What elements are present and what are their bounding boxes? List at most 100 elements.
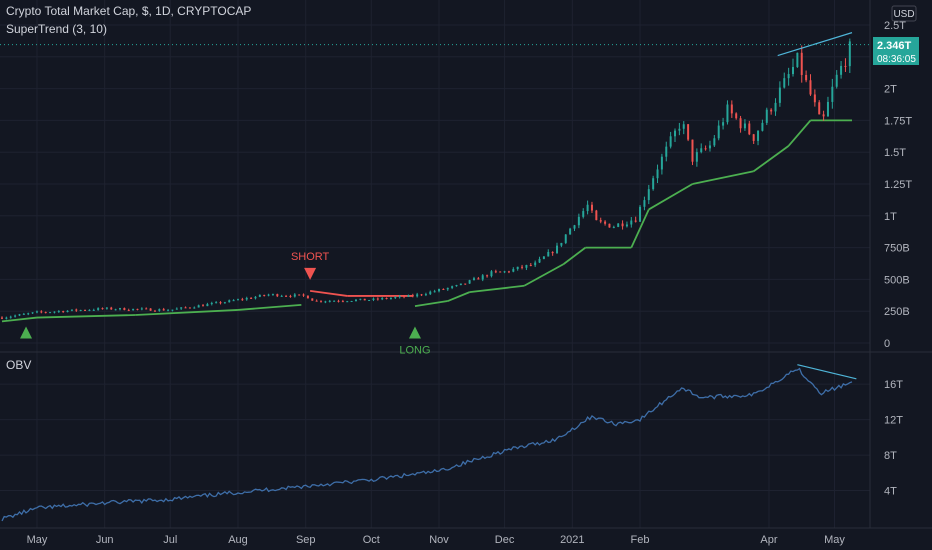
candle-body <box>267 294 270 296</box>
candle-body <box>245 297 248 300</box>
supertrend-segment <box>447 291 470 302</box>
candle-body <box>118 308 121 310</box>
candle-body <box>656 169 659 179</box>
candle-body <box>79 309 82 311</box>
candle-body <box>57 311 60 313</box>
candle-body <box>49 312 52 314</box>
candle-body <box>407 295 410 297</box>
candle-body <box>621 223 624 227</box>
candle-body <box>595 210 598 221</box>
candle-body <box>197 305 200 308</box>
obv-line <box>1 367 853 522</box>
y-tick-label: 2T <box>884 84 897 96</box>
x-tick-label: Jul <box>163 534 177 546</box>
supertrend-segment <box>135 309 239 316</box>
candle-body <box>127 310 130 312</box>
candle-body <box>9 316 12 318</box>
candle-body <box>660 156 663 170</box>
candle-body <box>324 301 327 303</box>
y-tick-label: 250B <box>884 306 910 318</box>
bar-countdown: 08:36:05 <box>877 54 916 65</box>
candle-body <box>783 78 786 88</box>
candle-body <box>18 314 21 316</box>
chart-title[interactable]: Crypto Total Market Cap, $, 1D, CRYPTOCA… <box>6 4 251 18</box>
candle-body <box>276 294 279 297</box>
candle-body <box>385 298 388 300</box>
candle-body <box>389 297 392 299</box>
candle-body <box>813 94 816 103</box>
candle-body <box>678 128 681 131</box>
candle-body <box>97 308 100 310</box>
y-tick-label: 1.25T <box>884 179 912 191</box>
candle-body <box>778 87 781 103</box>
candlesticks <box>1 38 851 320</box>
supertrend-segment <box>237 303 302 311</box>
grid <box>0 0 870 528</box>
candle-body <box>411 295 414 297</box>
candle-body <box>293 294 296 297</box>
supertrend-segment <box>523 263 565 287</box>
candle-body <box>787 74 790 79</box>
candle-body <box>140 308 143 310</box>
candle-body <box>774 102 777 112</box>
indicator-label[interactable]: SuperTrend (3, 10) <box>6 22 107 36</box>
obv-label[interactable]: OBV <box>6 358 31 372</box>
x-tick-label: Jun <box>96 534 114 546</box>
last-price-value: 2.346T <box>877 40 912 52</box>
price-trendline[interactable] <box>777 32 853 57</box>
candle-body <box>84 309 87 311</box>
candle-body <box>31 312 34 314</box>
candle-body <box>507 271 510 273</box>
candle-body <box>726 104 729 123</box>
currency-button[interactable]: USD <box>891 5 917 22</box>
candle-body <box>477 278 480 280</box>
y-tick-label: 2.5T <box>884 20 906 32</box>
long-signal-label: LONG <box>399 345 430 357</box>
candle-body <box>429 291 432 295</box>
candle-body <box>354 299 357 301</box>
candle-body <box>643 200 646 207</box>
long-arrow-icon <box>20 326 33 339</box>
candle-body <box>695 152 698 162</box>
candle-body <box>40 311 43 313</box>
candle-body <box>337 300 340 302</box>
obv-y-tick-label: 4T <box>884 486 897 498</box>
candle-body <box>35 311 38 313</box>
candle-body <box>800 52 803 75</box>
candle-body <box>75 309 78 311</box>
candle-body <box>162 309 165 311</box>
candle-body <box>752 134 755 141</box>
candle-body <box>333 300 336 302</box>
candle-body <box>687 124 690 140</box>
y-tick-label: 750B <box>884 243 910 255</box>
candle-body <box>92 309 95 311</box>
candle-body <box>717 125 720 139</box>
candle-body <box>403 296 406 298</box>
candle-body <box>490 271 493 277</box>
candle-body <box>599 220 602 222</box>
candle-body <box>219 302 222 304</box>
candle-body <box>22 313 25 315</box>
candle-body <box>468 280 471 284</box>
candle-body <box>53 311 56 313</box>
candle-body <box>848 41 851 67</box>
candle-body <box>761 122 764 131</box>
candle-body <box>88 309 91 311</box>
candle-body <box>538 258 541 263</box>
y-tick-label: 1T <box>884 211 897 223</box>
supertrend-segment <box>563 246 586 265</box>
candle-body <box>149 308 152 311</box>
candle-body <box>363 298 366 301</box>
candle-body <box>617 223 620 227</box>
candle-body <box>210 302 213 305</box>
candle-body <box>184 307 187 309</box>
candle-body <box>271 294 274 296</box>
candle-body <box>665 146 668 157</box>
candle-body <box>158 309 161 311</box>
candle-body <box>1 317 3 319</box>
candle-body <box>27 313 30 315</box>
candle-body <box>765 109 768 123</box>
obv-trendline[interactable] <box>797 364 857 380</box>
candle-body <box>193 307 196 309</box>
